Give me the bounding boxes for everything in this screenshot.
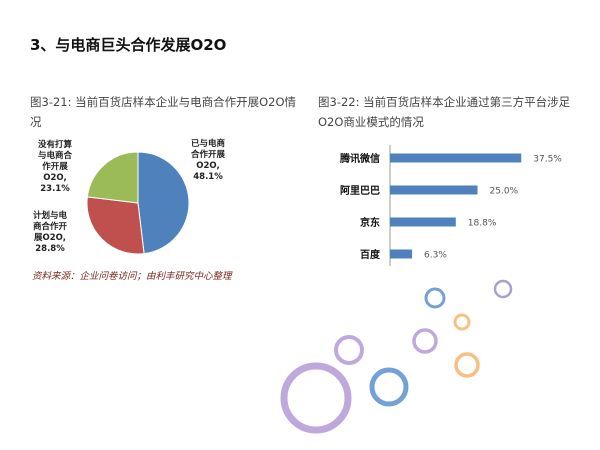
pie-slice-label: 没有打算与电商合作开展 O2O, 23.1%: [38, 139, 73, 194]
bar-chart-caption: 图3-22: 当前百货店样本企业通过第三方平台涉足O2O商业模式的情况: [318, 95, 571, 129]
pie-slice-label: 已与电商合作开展 O2O, 48.1%: [190, 138, 226, 182]
pie-slice: [86, 151, 139, 204]
pie-slice: [86, 196, 145, 255]
bar: [390, 249, 413, 259]
bar-value-label: 6.3%: [424, 251, 447, 261]
bar: [390, 217, 456, 227]
bar-category-label: 阿里巴巴: [340, 185, 380, 197]
decorative-ring: [454, 352, 480, 378]
pie-slice-label: 计划与电商合作开展O2O, 28.8%: [33, 210, 68, 254]
decorative-ring: [334, 335, 364, 365]
decorative-ring: [493, 279, 513, 299]
bar-value-label: 18.8%: [468, 219, 497, 229]
decorative-ring: [424, 287, 446, 309]
bar-category-label: 京东: [360, 216, 380, 229]
bar-category-label: 腾讯微信: [339, 152, 380, 165]
pie-slice: [137, 151, 190, 255]
bar-value-label: 25.0%: [490, 187, 519, 197]
data-source-note: 资料来源：企业问卷访问；由利丰研究中心整理: [32, 271, 232, 282]
decorative-ring: [412, 328, 438, 354]
section-heading: 3、与电商巨头合作发展O2O: [30, 36, 227, 54]
decorative-ring: [280, 362, 352, 434]
decorative-ring: [453, 313, 471, 331]
bar: [390, 153, 522, 163]
pie-chart-caption: 图3-21: 当前百货店样本企业与电商合作开展O2O情况: [30, 95, 297, 129]
decorative-ring: [369, 367, 409, 407]
bar: [390, 185, 478, 195]
bar-category-label: 百度: [360, 248, 381, 261]
bar-value-label: 37.5%: [533, 155, 562, 165]
